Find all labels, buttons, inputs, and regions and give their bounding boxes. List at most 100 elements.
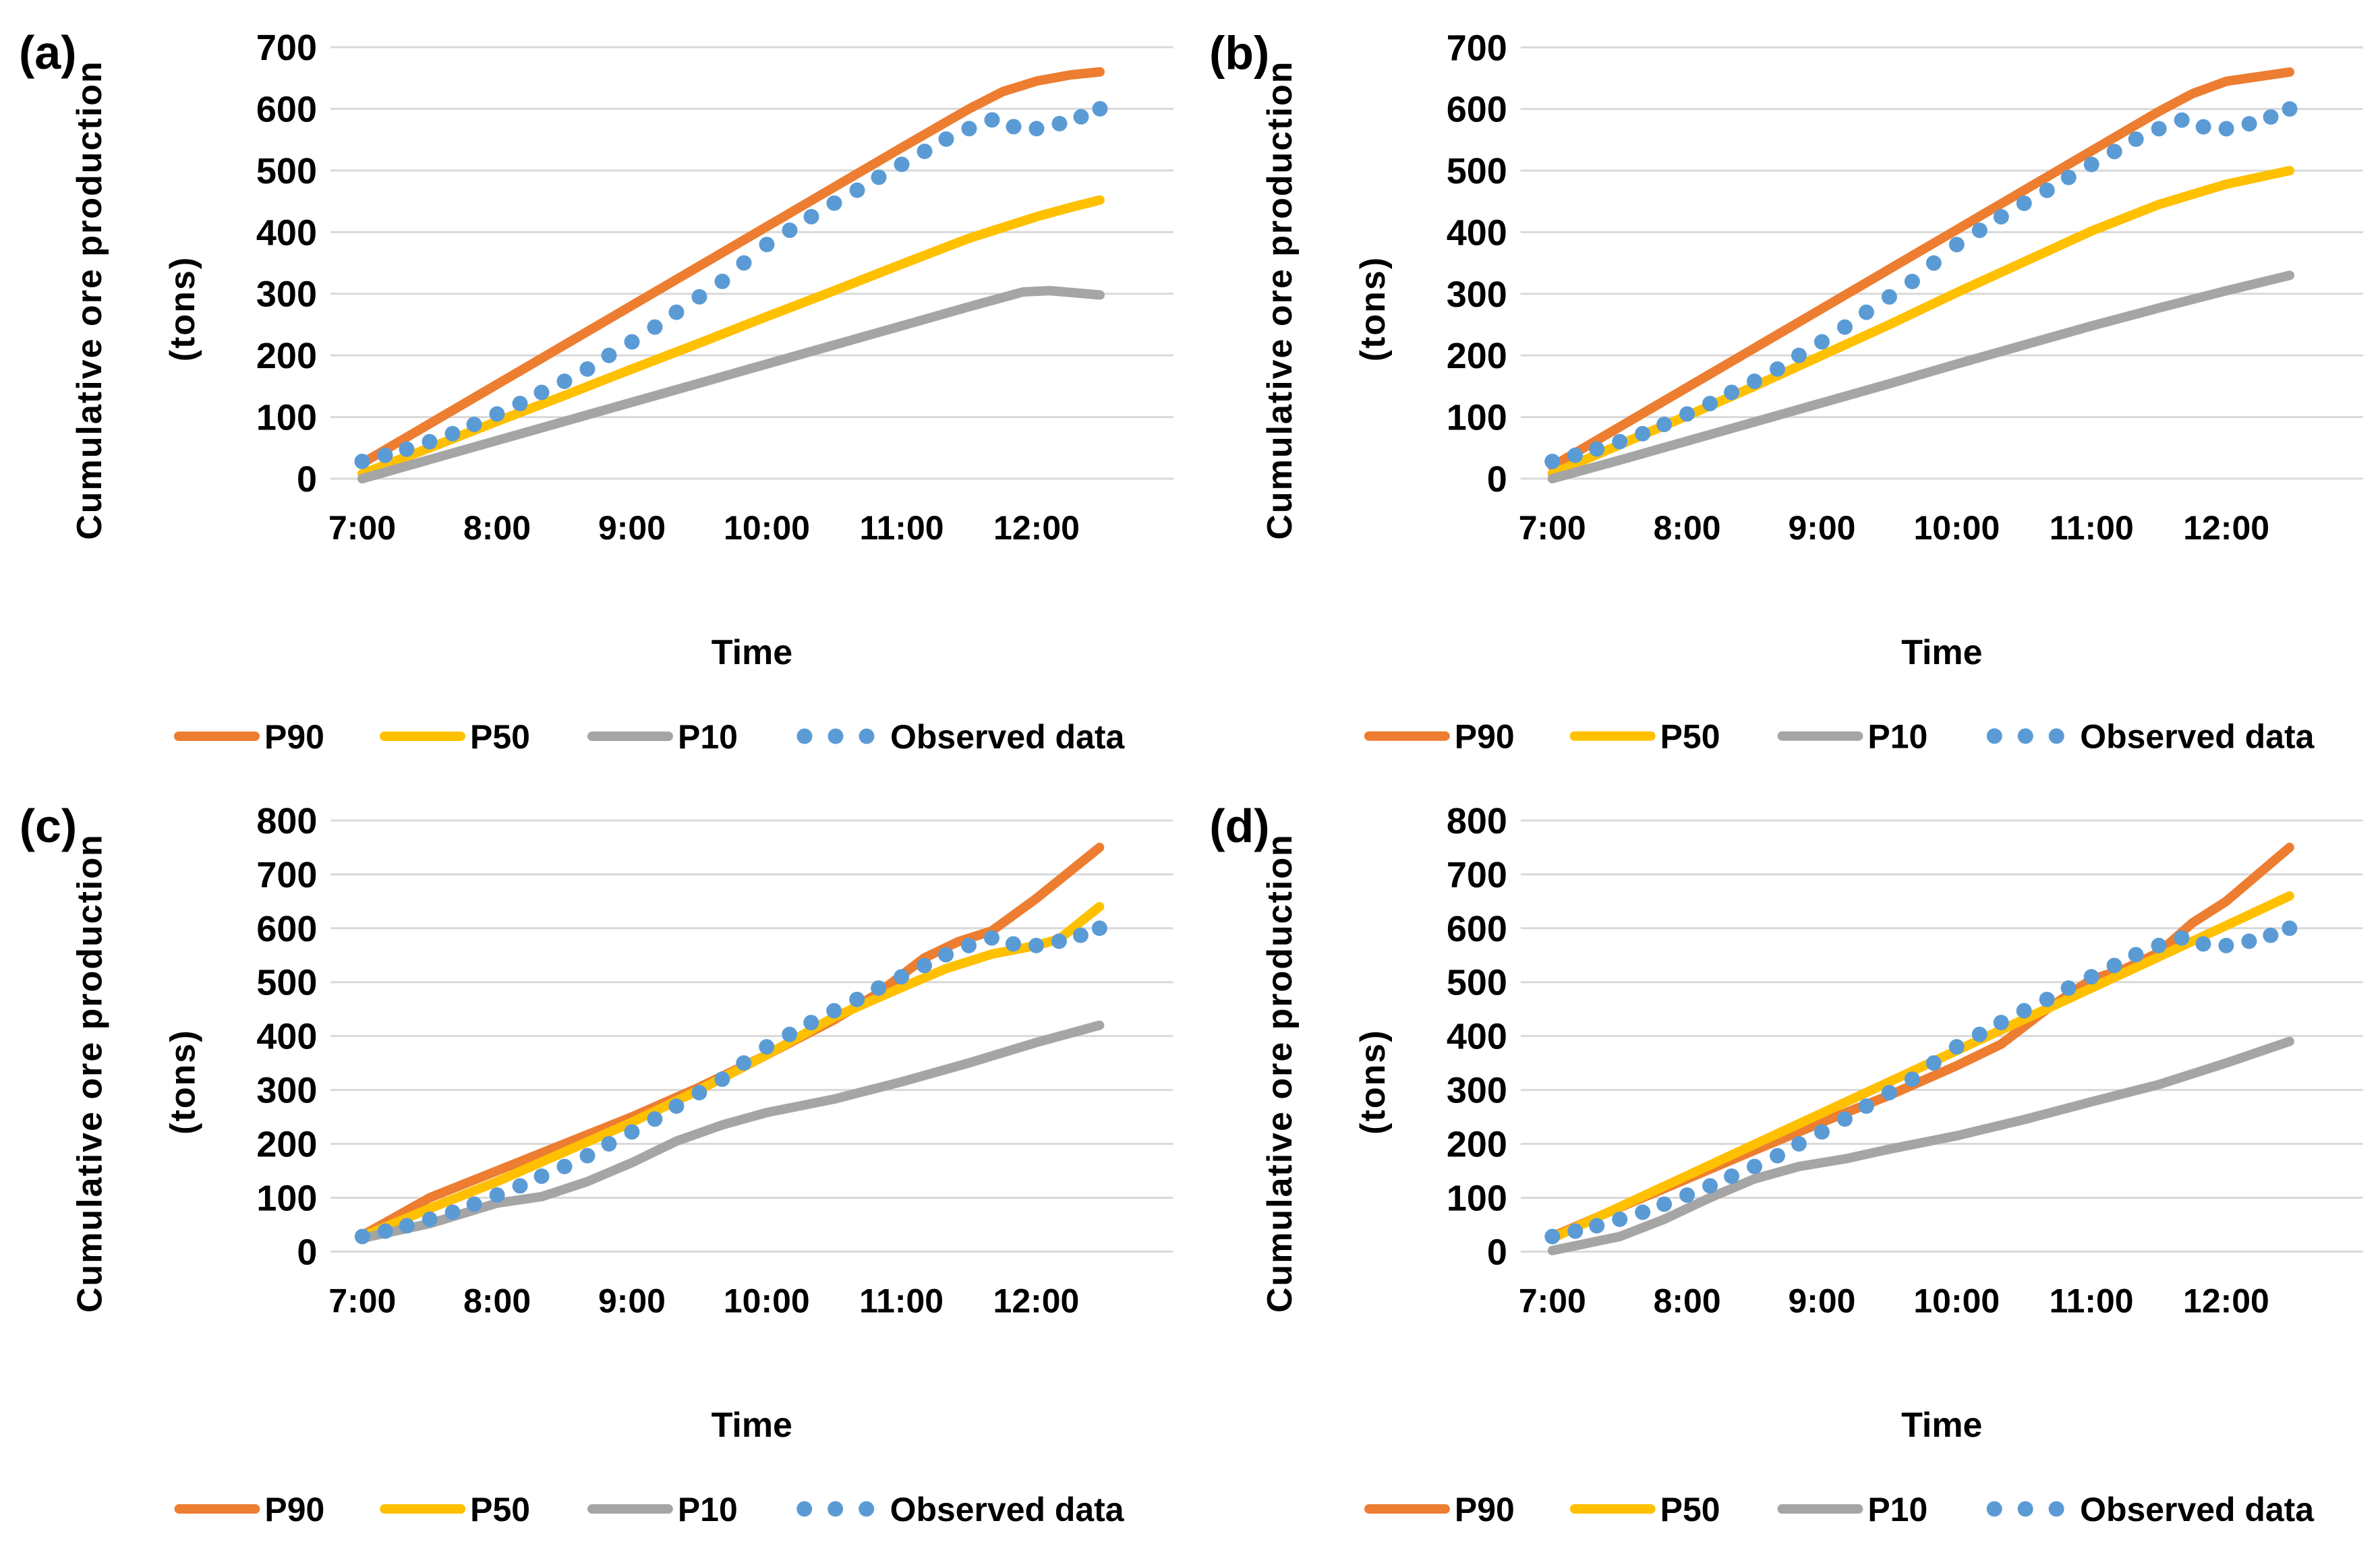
observed-dot	[1925, 1055, 1942, 1071]
observed-dot	[1028, 121, 1045, 137]
observed-dot	[961, 121, 977, 137]
y-axis-title: Cumulative ore production	[1260, 833, 1300, 1313]
legend-observed-dot	[1986, 728, 2002, 744]
panel-label: (a)	[19, 26, 77, 79]
observed-dot	[1635, 425, 1651, 442]
observed-dot	[624, 1124, 640, 1140]
x-axis-title: Time	[712, 633, 792, 672]
observed-dot	[871, 980, 887, 997]
y-tick-label: 200	[256, 1125, 317, 1165]
series-P50	[1547, 166, 2295, 479]
observed-dot	[803, 1015, 819, 1031]
observed-dot	[736, 1055, 752, 1071]
observed-dot	[2174, 112, 2190, 128]
observed-dot	[1656, 1196, 1673, 1212]
y-tick-label: 800	[1447, 801, 1507, 841]
observed-dot	[1092, 100, 1108, 117]
y-tick-label: 600	[256, 909, 317, 949]
observed-dot	[1993, 209, 2009, 225]
observed-dot	[938, 947, 954, 963]
panel-d: 0 100 200 300 400 500 600 700 800 7:00 8:00 9:00 10:…	[1190, 773, 2380, 1546]
observed-dot	[938, 131, 954, 147]
x-tick-label: 7:00	[1519, 509, 1586, 547]
plot-area: 0 100 200 300 400 500 600 700 7:00 8:00 9:00 10:00 1…	[1447, 28, 2364, 547]
legend-label-p50: P50	[1660, 1491, 1720, 1528]
observed-dot	[444, 425, 461, 442]
observed-dot	[1925, 255, 1942, 271]
y-tick-label: 200	[1447, 1125, 1507, 1165]
observed-dot	[647, 319, 663, 335]
legend-label-p50: P50	[1660, 718, 1720, 756]
x-tick-label: 11:00	[2050, 509, 2134, 547]
legend-observed-dot	[2017, 1501, 2033, 1517]
y-tick-label: 100	[1447, 1178, 1507, 1218]
observed-dot	[2241, 933, 2257, 949]
observed-dot	[1881, 1085, 1897, 1101]
legend-observed-dot	[2017, 728, 2033, 744]
observed-dot	[691, 1085, 707, 1101]
series-P50	[1547, 891, 2294, 1243]
observed-dot	[849, 182, 865, 198]
observed-dot	[1005, 936, 1021, 952]
legend: P90 P50 P10 Observed data	[174, 1491, 1125, 1528]
observed-dot	[1813, 1124, 1830, 1140]
y-tick-label: 400	[256, 212, 317, 253]
observed-dot	[2083, 969, 2099, 985]
observed-dot	[782, 222, 798, 238]
observed-dot	[2060, 980, 2077, 997]
y-axis-units: (tons)	[164, 1029, 203, 1134]
x-tick-label: 12:00	[993, 1282, 1080, 1319]
y-axis-units: (tons)	[1354, 256, 1393, 361]
y-tick-label: 600	[1447, 909, 1507, 949]
observed-dot	[1836, 1111, 1853, 1127]
observed-dot	[2263, 109, 2279, 125]
observed-dot	[1881, 289, 1897, 305]
observed-dot	[691, 289, 707, 305]
observed-dot	[2016, 195, 2032, 211]
legend-label-p50: P50	[470, 718, 530, 756]
y-tick-label: 200	[256, 336, 317, 376]
observed-dot	[1747, 374, 1763, 389]
observed-dot	[1589, 441, 1605, 457]
legend-observed-dot	[2048, 728, 2064, 744]
observed-dot	[1724, 1168, 1740, 1184]
plot-area: 0 100 200 300 400 500 600 700 7:00 8:00 9:00 10:00 1…	[256, 28, 1173, 547]
observed-dot	[984, 112, 1000, 128]
x-tick-label: 9:00	[1788, 509, 1855, 547]
legend-label-p10: P10	[678, 718, 738, 756]
observed-dot	[512, 1178, 528, 1194]
y-tick-label: 700	[1447, 28, 1507, 68]
observed-dot	[1836, 319, 1853, 335]
observed-dot	[759, 237, 775, 253]
series-P10	[357, 286, 1105, 483]
y-tick-label: 0	[297, 459, 317, 500]
observed-dot	[917, 144, 933, 159]
x-tick-label: 9:00	[1788, 1282, 1855, 1319]
legend-observed-dot	[859, 1501, 875, 1517]
observed-dot	[1702, 1178, 1718, 1194]
panel-label: (b)	[1209, 26, 1269, 79]
observed-dot	[1724, 384, 1740, 400]
y-tick-label: 500	[1447, 963, 1507, 1003]
legend-label-observed: Observed data	[2080, 718, 2315, 756]
x-axis-title: Time	[1901, 633, 1982, 672]
y-tick-label: 500	[1447, 151, 1507, 191]
legend-observed-dot	[2048, 1501, 2064, 1517]
legend-observed-dot	[828, 728, 844, 744]
observed-dot	[1073, 109, 1089, 125]
panel-label: (c)	[20, 800, 77, 852]
observed-dot	[736, 255, 752, 271]
y-tick-label: 300	[1447, 274, 1507, 315]
observed-dot	[849, 991, 865, 1007]
legend-observed-dot	[859, 728, 875, 744]
observed-dot	[512, 396, 528, 411]
observed-dot	[556, 1158, 573, 1175]
observed-dot	[2174, 930, 2190, 946]
legend: P90 P50 P10 Observed data	[174, 718, 1126, 756]
observed-dot	[399, 1218, 415, 1234]
x-tick-label: 11:00	[859, 1282, 944, 1319]
x-tick-label: 12:00	[2183, 1282, 2269, 1319]
plot-area: 0 100 200 300 400 500 600 700 800 7:00 8:00 9:00 10:…	[1447, 801, 2363, 1319]
y-tick-label: 600	[256, 89, 317, 129]
observed-dot	[466, 1196, 482, 1212]
